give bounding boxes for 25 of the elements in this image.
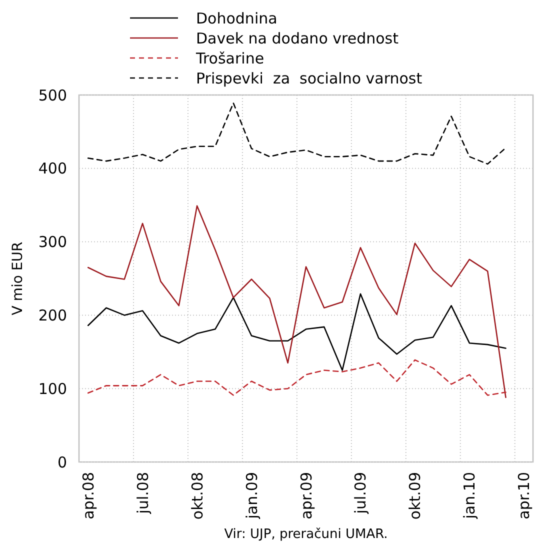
- y-tick-label: 100: [38, 380, 67, 398]
- x-tick-label: jul.09: [352, 472, 370, 515]
- x-tick-label: okt.09: [406, 472, 424, 520]
- text: Vir: UJP, preračuni UMAR.: [224, 527, 388, 542]
- line-series: [87, 205, 506, 398]
- y-tick-label: 400: [38, 160, 67, 178]
- line-series: [87, 102, 506, 165]
- legend-label: Prispevki za socialno varnost: [196, 69, 422, 88]
- y-tick-label: 300: [38, 233, 67, 252]
- x-tick-label: jul.08: [134, 472, 152, 515]
- line-series: [87, 293, 506, 371]
- y-tick-label: 0: [57, 453, 67, 472]
- legend-label: Davek na dodano vrednost: [196, 29, 399, 48]
- x-tick-label: jan.10: [460, 472, 479, 520]
- legend-label: Trošarine: [195, 49, 264, 68]
- y-tick-label: 200: [38, 306, 67, 324]
- y-axis-title: V mio EUR: [10, 242, 26, 316]
- y-tick-label: 500: [38, 86, 67, 104]
- x-tick-label: jan.09: [242, 472, 261, 520]
- legend-label: Dohodnina: [196, 9, 278, 28]
- line-series: [87, 359, 506, 396]
- x-tick-label: apr.10: [515, 472, 534, 520]
- x-tick-label: apr.09: [297, 472, 316, 520]
- x-tick-label: okt.08: [188, 472, 206, 520]
- x-tick-label: apr.08: [79, 472, 98, 520]
